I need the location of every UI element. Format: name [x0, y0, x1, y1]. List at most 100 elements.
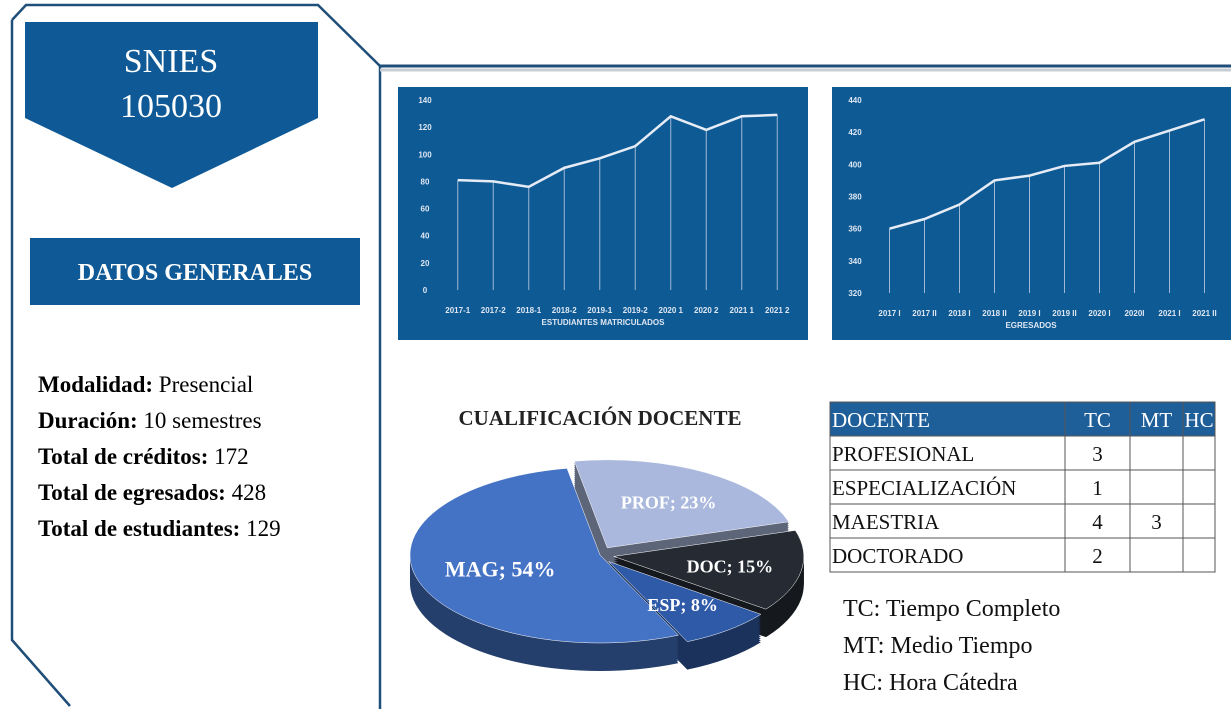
cell-text: HC	[1184, 408, 1213, 432]
panel-border	[10, 3, 382, 709]
y-tick-label: 400	[848, 160, 862, 169]
cell-text: MAESTRIA	[832, 510, 940, 534]
y-tick-label: 440	[848, 96, 862, 105]
cell-text: TC	[1084, 408, 1111, 432]
cell	[829, 469, 1066, 505]
section-box	[30, 238, 360, 305]
cell	[1064, 503, 1131, 539]
slice-label: PROF; 23%	[621, 492, 716, 512]
info-label: Modalidad:	[38, 372, 153, 397]
y-tick-label: 360	[848, 225, 862, 234]
y-tick-label: 60	[421, 205, 430, 214]
y-tick-label: 120	[418, 123, 432, 132]
cell-text: 2	[1092, 544, 1103, 568]
cell	[1182, 537, 1216, 573]
x-tick-label: 2017-2	[481, 306, 506, 315]
cell-text: DOCENTE	[832, 408, 930, 432]
y-tick-label: 380	[848, 193, 862, 202]
x-tick-label: 2021 1	[730, 306, 755, 315]
chart-title: CUALIFICACIÓN DOCENTE	[459, 406, 742, 430]
cell	[1182, 435, 1216, 471]
info-label: Total de créditos:	[38, 444, 208, 469]
cell-text: MT	[1141, 408, 1173, 432]
slice	[608, 561, 762, 642]
info-value: 172	[214, 444, 249, 469]
y-tick-label: 140	[418, 96, 432, 105]
cell	[1182, 503, 1216, 539]
cell	[1129, 469, 1184, 505]
info-value: Presencial	[159, 372, 254, 397]
info-line: Total de estudiantes: 129	[38, 516, 281, 541]
y-tick-label: 100	[418, 150, 432, 159]
line	[457, 113, 778, 189]
cell-text: 4	[1092, 510, 1103, 534]
x-tick-label: 2018 I	[948, 309, 970, 318]
header-cell	[829, 401, 1066, 437]
info-label: Total de estudiantes:	[38, 516, 240, 541]
cell-text: PROFESIONAL	[832, 442, 974, 466]
cell-text: 3	[1092, 442, 1103, 466]
x-tick-label: 2019-1	[587, 306, 612, 315]
x-tick-label: 2018-1	[516, 306, 541, 315]
cell	[1064, 435, 1131, 471]
x-tick-label: 2020 1	[659, 306, 684, 315]
info-value: 129	[246, 516, 281, 541]
cell	[1129, 435, 1184, 471]
x-tick-label: 2021 I	[1158, 309, 1180, 318]
x-tick-label: 2017-1	[445, 306, 470, 315]
slice-label: ESP; 8%	[647, 595, 718, 615]
info-value: 10 semestres	[143, 408, 261, 433]
x-tick-label: 2018 II	[982, 309, 1006, 318]
info-label: Total de egresados:	[38, 480, 226, 505]
x-tick-label: 2019 I	[1018, 309, 1040, 318]
chart-bg	[832, 87, 1231, 340]
x-tick-label: 2019 II	[1052, 309, 1076, 318]
cell	[1129, 537, 1184, 573]
cell	[829, 435, 1066, 471]
note: MT: Medio Tiempo	[843, 633, 1033, 659]
y-tick-label: 0	[423, 286, 428, 295]
x-tick-label: 2019-2	[623, 306, 648, 315]
chart-bg	[398, 87, 808, 340]
cell	[1182, 469, 1216, 505]
header-code: 105030	[120, 88, 222, 125]
cell-text: ESPECIALIZACIÓN	[832, 476, 1016, 500]
x-tick-label: 2020 2	[694, 306, 719, 315]
slice-label: DOC; 15%	[687, 557, 774, 577]
x-tick-label: 2020I	[1124, 309, 1144, 318]
x-axis-label: ESTUDIANTES MATRICULADOS	[542, 318, 666, 327]
y-tick-label: 80	[421, 177, 430, 186]
section-title: DATOS GENERALES	[78, 260, 313, 286]
cell-text: DOCTORADO	[832, 544, 963, 568]
info-line: Modalidad: Presencial	[38, 372, 253, 397]
slice-label: MAG; 54%	[445, 556, 556, 581]
y-tick-label: 20	[421, 259, 430, 268]
note: HC: Hora Cátedra	[843, 670, 1018, 696]
cell	[829, 537, 1066, 573]
header-badge	[25, 22, 318, 188]
x-tick-label: 2020 I	[1088, 309, 1110, 318]
info-line: Total de créditos: 172	[38, 444, 249, 469]
cell-text: 3	[1151, 510, 1162, 534]
note: TC: Tiempo Completo	[843, 596, 1060, 622]
y-tick-label: 320	[848, 289, 862, 298]
slice	[573, 459, 790, 549]
line	[889, 118, 1205, 230]
info-value: 428	[232, 480, 267, 505]
x-tick-label: 2017 II	[912, 309, 936, 318]
cell-text: 1	[1092, 476, 1103, 500]
y-tick-label: 420	[848, 128, 862, 137]
header-title: SNIES	[124, 43, 218, 80]
info-line: Duración: 10 semestres	[38, 408, 262, 433]
slice	[613, 530, 805, 610]
y-tick-label: 40	[421, 232, 430, 241]
header-cell	[1064, 401, 1131, 437]
x-tick-label: 2021 II	[1192, 309, 1216, 318]
x-tick-label: 2021 2	[765, 306, 790, 315]
info-line: Total de egresados: 428	[38, 480, 266, 505]
x-axis-label: EGRESADOS	[1005, 321, 1057, 330]
x-tick-label: 2017 I	[878, 309, 900, 318]
x-tick-label: 2018-2	[552, 306, 577, 315]
info-label: Duración:	[38, 408, 138, 433]
